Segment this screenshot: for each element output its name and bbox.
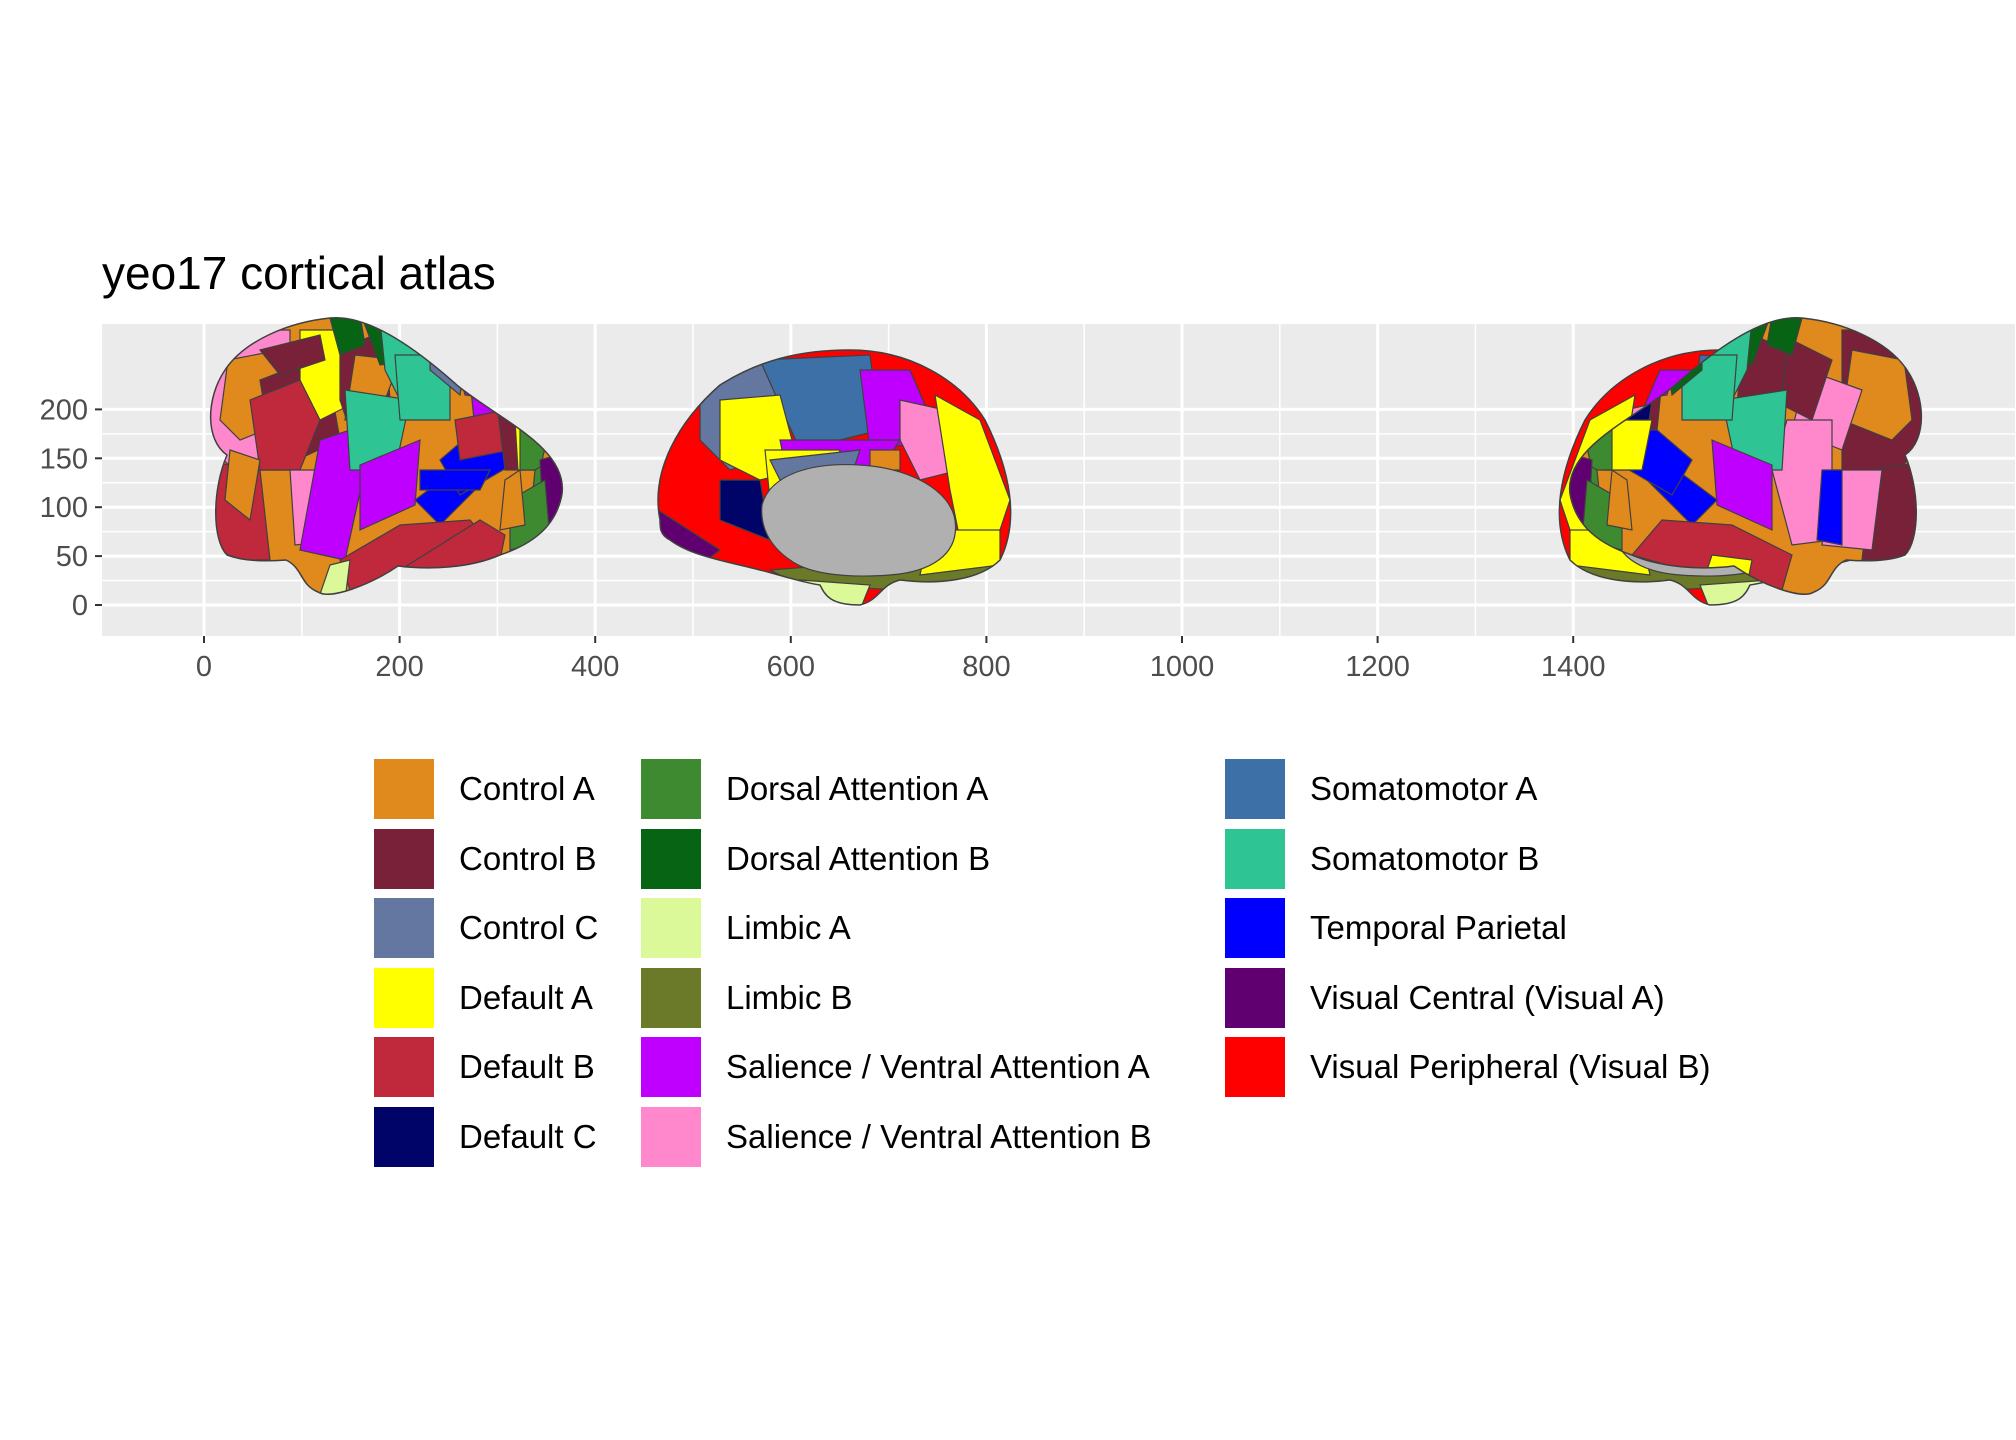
x-tick-label: 0 xyxy=(196,651,212,683)
legend-swatch xyxy=(639,965,703,1030)
legend-item: Control A xyxy=(372,755,595,823)
y-axis: 200 150 100 50 0 xyxy=(40,394,102,622)
region-lh-sva xyxy=(299,429,366,561)
legend-swatch xyxy=(639,757,703,821)
x-tick-label: 1400 xyxy=(1541,651,1606,683)
legend-label: Control B xyxy=(459,839,597,877)
legend-item: Salience / Ventral Attention B xyxy=(639,1103,1152,1171)
legend-label: Default A xyxy=(459,978,593,1016)
x-axis: 0 200 400 600 800 1000 1200 1400 xyxy=(196,636,1606,683)
legend-item: Limbic A xyxy=(639,894,851,962)
chart-title: yeo17 cortical atlas xyxy=(102,247,496,299)
legend-label: Control A xyxy=(459,770,595,807)
y-tick-label: 0 xyxy=(72,590,88,622)
region-rh-ca2 xyxy=(1606,468,1633,531)
legend-swatch xyxy=(639,1035,703,1099)
region-rh-ca xyxy=(1841,349,1913,441)
legend-swatch xyxy=(372,1035,436,1099)
legend-label: Control C xyxy=(459,909,599,946)
legend-label: Somatomotor B xyxy=(1310,839,1540,877)
region-lh-sva2 xyxy=(359,439,421,531)
region-lh-dab xyxy=(329,317,366,356)
brain-surfaces xyxy=(209,317,1923,606)
legend-item: Default C xyxy=(372,1103,597,1171)
legend-swatch xyxy=(372,757,436,821)
region-lh-ca5 xyxy=(499,468,526,531)
legend-item: Limbic B xyxy=(639,964,853,1032)
legend-label: Visual Peripheral (Visual B) xyxy=(1310,1048,1711,1085)
y-tick-label: 50 xyxy=(56,541,88,573)
lh-medial-outline xyxy=(657,349,1012,606)
x-tick-label: 1000 xyxy=(1150,651,1215,683)
legend-swatch xyxy=(1223,1035,1287,1099)
lh-lateral-outline xyxy=(209,317,563,595)
legend-item: Somatomotor B xyxy=(1223,825,1539,893)
legend-item: Dorsal Attention A xyxy=(639,755,988,823)
legend-swatch xyxy=(1223,757,1287,821)
brain-left-medial xyxy=(657,349,1012,606)
legend-item: Dorsal Attention B xyxy=(639,825,990,893)
legend-item: Temporal Parietal xyxy=(1223,894,1567,962)
x-tick-label: 1200 xyxy=(1345,651,1410,683)
legend-label: Default B xyxy=(459,1048,595,1085)
legend-item: Somatomotor A xyxy=(1223,755,1537,823)
legend-label: Somatomotor A xyxy=(1310,770,1538,807)
legend-item: Default A xyxy=(372,964,593,1032)
legend-swatch xyxy=(639,896,703,960)
region-rh-dab xyxy=(1766,317,1803,356)
legend-swatch xyxy=(639,1104,703,1169)
legend-item: Salience / Ventral Attention A xyxy=(639,1033,1150,1101)
region-rh-tp3 xyxy=(1816,469,1843,546)
legend-label: Salience / Ventral Attention A xyxy=(726,1048,1150,1085)
legend-swatch xyxy=(372,896,436,960)
legend-item: Visual Central (Visual A) xyxy=(1223,964,1665,1032)
legend-swatch xyxy=(639,826,703,891)
legend-swatch xyxy=(372,965,436,1030)
rh-lateral-outline xyxy=(1569,317,1923,595)
legend-swatch xyxy=(1223,965,1287,1030)
legend-label: Limbic A xyxy=(726,909,851,946)
lhm-medial-wall xyxy=(761,463,957,577)
x-tick-label: 200 xyxy=(375,651,423,683)
legend-label: Dorsal Attention A xyxy=(726,770,989,807)
region-lhm-ca xyxy=(869,449,901,471)
legend-item: Default B xyxy=(372,1033,595,1101)
legend-item: Control C xyxy=(372,894,598,962)
legend-label: Temporal Parietal xyxy=(1310,909,1567,946)
legend-label: Dorsal Attention B xyxy=(726,839,991,877)
region-lh-tp3 xyxy=(419,469,491,491)
legend-swatch xyxy=(372,826,436,891)
x-tick-label: 600 xyxy=(767,651,815,683)
region-rh-sva xyxy=(1711,439,1773,531)
region-lh-db2 xyxy=(249,379,321,471)
legend-item: Control B xyxy=(372,825,597,893)
x-tick-label: 400 xyxy=(571,651,619,683)
y-tick-label: 100 xyxy=(40,492,88,524)
region-lh-ca6 xyxy=(224,449,261,522)
region-lh-cb4 xyxy=(258,334,326,376)
y-tick-label: 200 xyxy=(40,394,88,426)
legend-item: Visual Peripheral (Visual B) xyxy=(1223,1033,1710,1101)
legend-label: Salience / Ventral Attention B xyxy=(726,1117,1152,1155)
legend-swatch xyxy=(1223,826,1287,891)
legend-label: Limbic B xyxy=(726,978,853,1016)
y-tick-label: 150 xyxy=(40,443,88,475)
region-lh-la xyxy=(317,559,351,595)
legend-label: Default C xyxy=(459,1117,597,1155)
legend-label: Visual Central (Visual A) xyxy=(1310,978,1665,1016)
legend-swatch xyxy=(372,1104,436,1169)
legend: Control A Control B Control C Default A Defa… xyxy=(372,755,1812,1175)
x-tick-label: 800 xyxy=(962,651,1010,683)
legend-swatch xyxy=(1223,896,1287,960)
